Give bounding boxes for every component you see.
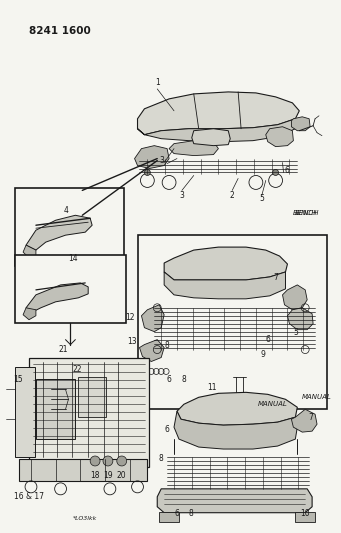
Text: 7: 7 bbox=[309, 413, 314, 422]
Polygon shape bbox=[137, 92, 299, 135]
Text: 8: 8 bbox=[159, 455, 164, 464]
Text: 11: 11 bbox=[207, 383, 216, 392]
Text: 18: 18 bbox=[90, 471, 100, 480]
Text: 1: 1 bbox=[155, 78, 160, 87]
Text: 6: 6 bbox=[165, 425, 169, 434]
Bar bbox=[29, 358, 149, 467]
Polygon shape bbox=[23, 308, 36, 320]
Text: BENCH: BENCH bbox=[294, 211, 319, 216]
Text: 3: 3 bbox=[179, 191, 184, 200]
Circle shape bbox=[145, 169, 150, 175]
Circle shape bbox=[273, 169, 279, 175]
Text: 8: 8 bbox=[189, 509, 193, 518]
Polygon shape bbox=[177, 392, 297, 425]
Bar bbox=[78, 377, 106, 417]
Text: BENCH: BENCH bbox=[292, 211, 317, 216]
Polygon shape bbox=[164, 247, 287, 280]
Text: 6: 6 bbox=[265, 335, 270, 344]
Bar bbox=[15, 255, 126, 322]
Text: 13: 13 bbox=[127, 337, 136, 346]
Text: 8: 8 bbox=[165, 341, 169, 350]
Text: MANUAL: MANUAL bbox=[258, 401, 287, 407]
Bar bbox=[15, 367, 35, 457]
Polygon shape bbox=[142, 305, 164, 332]
Polygon shape bbox=[169, 141, 218, 156]
Text: 16 & 17: 16 & 17 bbox=[14, 492, 44, 502]
Text: 6: 6 bbox=[284, 166, 289, 175]
Text: 15: 15 bbox=[13, 375, 23, 384]
Polygon shape bbox=[192, 129, 230, 146]
Bar bbox=[19, 459, 147, 481]
Polygon shape bbox=[287, 308, 313, 330]
Polygon shape bbox=[266, 127, 293, 147]
Bar bbox=[295, 512, 315, 522]
Text: 12: 12 bbox=[125, 313, 134, 322]
Polygon shape bbox=[135, 146, 169, 168]
Text: 6: 6 bbox=[167, 375, 172, 384]
Text: 21: 21 bbox=[59, 345, 68, 354]
Text: 20: 20 bbox=[117, 471, 127, 480]
Bar bbox=[137, 235, 327, 409]
Polygon shape bbox=[164, 272, 285, 299]
Circle shape bbox=[117, 456, 127, 466]
Polygon shape bbox=[26, 283, 88, 312]
Text: 10: 10 bbox=[300, 509, 310, 518]
Text: 5: 5 bbox=[293, 328, 298, 337]
Text: 22: 22 bbox=[73, 365, 82, 374]
Polygon shape bbox=[137, 119, 295, 142]
Text: 14: 14 bbox=[69, 254, 78, 263]
Polygon shape bbox=[292, 117, 310, 131]
Text: 8: 8 bbox=[181, 375, 186, 384]
Text: 7: 7 bbox=[273, 273, 278, 282]
Polygon shape bbox=[26, 215, 92, 250]
Bar bbox=[15, 188, 124, 266]
Polygon shape bbox=[174, 411, 297, 449]
Circle shape bbox=[90, 456, 100, 466]
Bar bbox=[36, 379, 75, 439]
Text: 9: 9 bbox=[261, 350, 265, 359]
Text: MANUAL: MANUAL bbox=[302, 394, 332, 400]
Text: 2: 2 bbox=[230, 191, 235, 200]
Polygon shape bbox=[23, 245, 36, 258]
Text: 5: 5 bbox=[260, 194, 264, 203]
Text: *LO3lkk: *LO3lkk bbox=[73, 516, 98, 521]
Circle shape bbox=[103, 456, 113, 466]
Text: 6: 6 bbox=[175, 509, 179, 518]
Bar bbox=[159, 512, 179, 522]
Polygon shape bbox=[139, 340, 164, 361]
Polygon shape bbox=[157, 489, 312, 513]
Text: 19: 19 bbox=[103, 471, 113, 480]
Text: 3: 3 bbox=[160, 156, 165, 165]
Polygon shape bbox=[292, 409, 317, 432]
Text: 4: 4 bbox=[64, 206, 69, 215]
Polygon shape bbox=[283, 285, 307, 310]
Text: 8241 1600: 8241 1600 bbox=[29, 26, 91, 36]
